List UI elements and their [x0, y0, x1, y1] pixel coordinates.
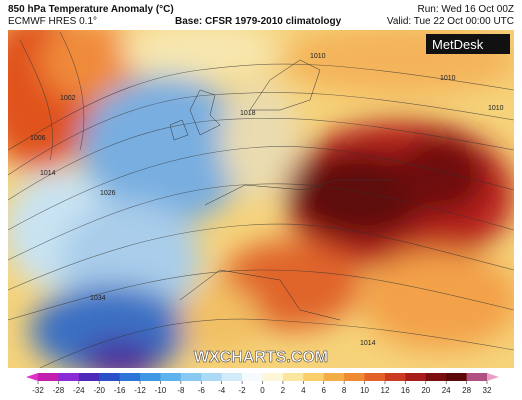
colorbar-segment — [119, 373, 141, 381]
isobars — [8, 31, 514, 368]
isobar-label: 1014 — [40, 170, 56, 177]
model: ECMWF HRES 0.1° — [8, 16, 97, 27]
colorbar-tick-label: -10 — [155, 386, 167, 395]
colorbar-tick-label: 20 — [421, 386, 430, 395]
colorbar: -32 -28 -24 -20 -16 -12 -10 -8 -6 -4 -2 0 2 4 6 8 10 12 16… — [26, 373, 499, 395]
colorbar-segment — [425, 373, 447, 381]
colorbar-arrow — [26, 373, 38, 381]
run: Run: Wed 16 Oct 00Z — [417, 4, 514, 15]
colorbar-arrow — [487, 373, 499, 381]
colorbar-segment — [262, 373, 284, 381]
colorbar-segment — [466, 373, 488, 381]
colorbar-segment — [58, 373, 80, 381]
isobar-label: 1006 — [30, 135, 46, 142]
colorbar-tick-label: 24 — [442, 386, 451, 395]
isobar-label: 1010 — [310, 53, 326, 60]
logo: MetDesk — [432, 37, 484, 52]
isobar-label: 1018 — [240, 110, 256, 117]
colorbar-tick-label: 12 — [381, 386, 390, 395]
colorbar-tick-label: 16 — [401, 386, 410, 395]
colorbar-segment — [446, 373, 468, 381]
anomaly-field — [8, 30, 514, 368]
watermark: WXCHARTS.COM — [194, 349, 328, 366]
colorbar-tick-label: 0 — [260, 386, 265, 395]
colorbar-segment — [303, 373, 325, 381]
coastlines — [169, 59, 395, 321]
colorbar-segment — [384, 373, 406, 381]
colorbar-tick-label: -4 — [218, 386, 226, 395]
colorbar-segment — [38, 373, 59, 381]
colorbar-segment — [364, 373, 386, 381]
colorbar-tick-label: -24 — [73, 386, 85, 395]
colorbar-tick-label: -6 — [198, 386, 206, 395]
isobar-label: 1010 — [440, 75, 456, 82]
colorbar-tick-label: -12 — [134, 386, 146, 395]
colorbar-segment — [323, 373, 345, 381]
colorbar-tick-label: -28 — [53, 386, 65, 395]
isobar-label: 1002 — [60, 95, 76, 102]
colorbar-segment — [344, 373, 366, 381]
colorbar-tick-label: 10 — [360, 386, 369, 395]
colorbar-segment — [405, 373, 427, 381]
title: 850 hPa Temperature Anomaly (°C) — [8, 4, 174, 15]
isobar-label: 1026 — [100, 190, 116, 197]
colorbar-tick-label: -2 — [239, 386, 247, 395]
colorbar-tick-label: -20 — [93, 386, 105, 395]
colorbar-tick-label: 32 — [483, 386, 492, 395]
colorbar-tick-label: -16 — [114, 386, 126, 395]
colorbar-tick-label: -32 — [32, 386, 44, 395]
colorbar-tick-label: 4 — [301, 386, 306, 395]
colorbar-segment — [242, 373, 263, 381]
isobar-label: 1010 — [488, 105, 504, 112]
colorbar-segment — [99, 373, 121, 381]
colorbar-tick-label: 6 — [322, 386, 327, 395]
colorbar-segment — [78, 373, 100, 381]
isobar-labels: 1010 1026 1014 1002 1006 1010 1034 1014 1018 1010 — [30, 53, 504, 347]
colorbar-segment — [180, 373, 202, 381]
colorbar-tick-label: -8 — [177, 386, 185, 395]
colorbar-segment — [140, 373, 161, 381]
colorbar-tick-label: 8 — [342, 386, 347, 395]
map: 1010102610141002100610101034101410181010… — [8, 30, 514, 368]
isobar-label: 1014 — [360, 340, 376, 347]
colorbar-segment — [201, 373, 223, 381]
valid: Valid: Tue 22 Oct 00:00 UTC — [387, 16, 514, 27]
colorbar-segment — [160, 373, 182, 381]
logo-box — [426, 34, 510, 54]
colorbar-segment — [221, 373, 243, 381]
base: Base: CFSR 1979-2010 climatology — [175, 16, 342, 27]
colorbar-segment — [282, 373, 304, 381]
isobar-label: 1034 — [90, 295, 106, 302]
colorbar-tick-label: 2 — [281, 386, 286, 395]
colorbar-tick-label: 28 — [462, 386, 471, 395]
